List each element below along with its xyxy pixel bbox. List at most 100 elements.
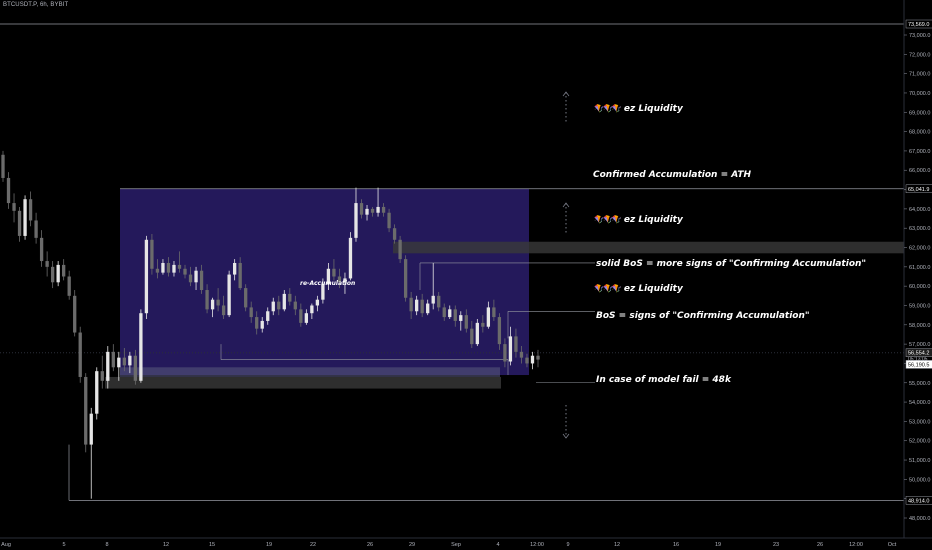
- candle-body: [166, 262, 171, 273]
- candle-body: [343, 278, 347, 283]
- candle-body: [39, 237, 44, 262]
- price-tick-label: 52,000.0: [909, 439, 930, 445]
- price-tick-label: 69,000.0: [909, 110, 930, 116]
- candle-body: [95, 371, 99, 414]
- candle-body: [133, 355, 138, 381]
- candle-body: [497, 317, 502, 345]
- tag-bottom-bg: [905, 496, 932, 505]
- price-axis[interactable]: 48,000.049,000.050,000.051,000.052,000.0…: [903, 0, 930, 538]
- candle-body: [492, 307, 496, 318]
- time-tick-label: 12: [163, 542, 169, 548]
- demand-zone: [105, 376, 501, 389]
- candle-body: [486, 307, 491, 327]
- candle-body: [227, 274, 231, 316]
- time-tick-label: 4: [496, 542, 499, 548]
- candle-body: [503, 344, 507, 362]
- candle-body: [50, 266, 55, 283]
- annotation-model-fail: In case of model fail = 48k: [596, 375, 731, 385]
- candle-body: [282, 293, 286, 310]
- candles-layer: [1, 150, 540, 499]
- liquidity-text-2: ez Liquidity: [623, 215, 683, 225]
- price-tick-label: 60,000.0: [909, 284, 930, 290]
- candle-body: [437, 295, 441, 308]
- candle-body: [459, 315, 463, 321]
- price-tick-label: 64,000.0: [909, 207, 930, 213]
- levels-layer: [0, 23, 904, 501]
- candle-body: [525, 357, 529, 364]
- candle-body: [536, 355, 540, 360]
- time-tick-label: Sep: [451, 542, 461, 548]
- tag-range-high: 65,041.9: [908, 187, 929, 193]
- candle-body: [266, 311, 270, 321]
- annotation-bos: BoS = signs of "Confirming Accumulation": [596, 311, 810, 321]
- candle-body: [150, 239, 154, 269]
- price-tags: 73,569.0 65,041.9 56,554.205:13:0556,190.5…: [905, 19, 932, 505]
- candle-body: [426, 303, 430, 314]
- arrows-layer: [562, 91, 570, 439]
- candle-body: [392, 228, 397, 240]
- candle-body: [293, 301, 297, 310]
- candle-body: [6, 177, 11, 204]
- annotation-liquidity-3: 🪁🪁🪁 ez Liquidity: [594, 284, 683, 294]
- candle-body: [232, 262, 237, 275]
- time-tick-label: 9: [566, 542, 569, 548]
- time-axis[interactable]: Aug 5 8 12 15 19 22 26 29 Sep 4 12:00 9 12 16 19 23 26 12:…: [0, 537, 932, 548]
- candle-body: [332, 268, 336, 277]
- candle-body: [354, 203, 358, 238]
- candle-body: [117, 357, 121, 368]
- candle-body: [514, 336, 518, 352]
- candle-body: [172, 264, 176, 273]
- candle-body: [321, 284, 325, 300]
- time-tick-label: 26: [367, 542, 373, 548]
- candle-body: [1, 154, 5, 178]
- candle-body: [348, 237, 353, 279]
- price-tick-label: 73,000.0: [909, 33, 930, 39]
- candle-body: [315, 299, 320, 306]
- liquidity-arrow-1-head: [562, 91, 570, 97]
- candle-body: [365, 208, 369, 215]
- price-tick-label: 57,000.0: [909, 342, 930, 348]
- zones-layer: [105, 188, 904, 389]
- annotation-solid-bos: solid BoS = more signs of "Confirming Ac…: [596, 259, 867, 269]
- candle-body: [34, 220, 38, 238]
- candle-body: [199, 270, 204, 291]
- candle-body: [448, 309, 452, 318]
- candle-body: [28, 199, 33, 221]
- candle-body: [155, 268, 160, 273]
- time-tick-label: 26: [817, 542, 823, 548]
- candle-body: [442, 307, 446, 318]
- candle-body: [359, 203, 364, 215]
- demand-zone-top: [120, 367, 500, 377]
- candle-body: [260, 320, 264, 329]
- candle-body: [420, 299, 424, 314]
- time-tick-label: 23: [773, 542, 779, 548]
- time-tick-label: 12: [614, 542, 620, 548]
- candle-body: [221, 305, 226, 316]
- price-tick-label: 70,000.0: [909, 91, 930, 97]
- candle-body: [62, 264, 66, 277]
- candle-body: [370, 208, 375, 213]
- candle-body: [45, 261, 49, 267]
- time-tick-label: 5: [62, 542, 65, 548]
- candle-body: [530, 355, 535, 364]
- accumulation-zone: [120, 188, 529, 376]
- tag-countdown: 05:13:05: [908, 357, 928, 363]
- candle-body: [56, 264, 60, 283]
- candle-body: [144, 239, 149, 314]
- candle-body: [381, 206, 386, 213]
- liquidity-icon: 🪁🪁🪁: [594, 284, 622, 293]
- symbol-title[interactable]: BTCUSDT.P, 6h, BYBIT: [3, 2, 69, 8]
- candle-body: [12, 203, 16, 211]
- candle-body: [161, 262, 165, 273]
- candle-body: [78, 332, 82, 377]
- candle-body: [310, 305, 314, 314]
- candle-body: [177, 264, 182, 269]
- price-tick-label: 72,000.0: [909, 52, 930, 58]
- time-tick-label: 22: [310, 542, 316, 548]
- time-tick-label: 15: [209, 542, 215, 548]
- candle-body: [519, 351, 524, 358]
- price-tick-label: 71,000.0: [909, 72, 930, 78]
- tag-current-2-bg: [905, 360, 932, 369]
- liquidity-icon: 🪁🪁🪁: [594, 104, 622, 113]
